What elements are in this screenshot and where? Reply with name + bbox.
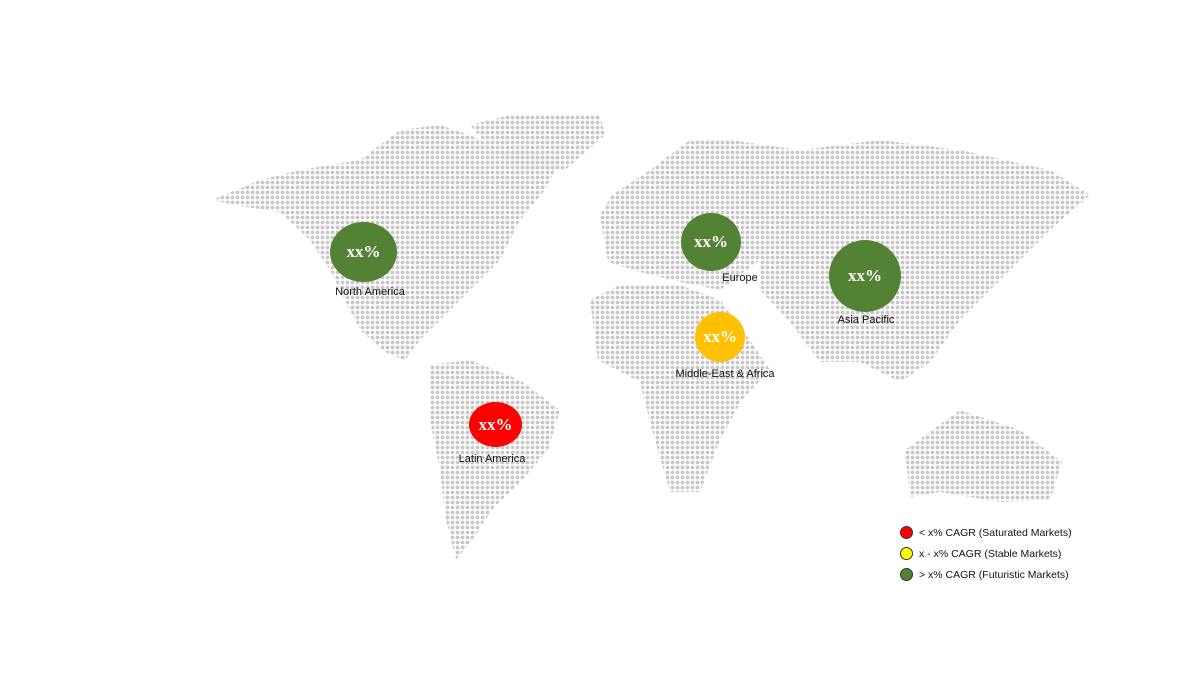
legend-label: > x% CAGR (Futuristic Markets) bbox=[919, 568, 1069, 581]
continent-africa bbox=[590, 285, 770, 492]
bubble-north-america: xx% bbox=[330, 222, 397, 282]
continent-greenland bbox=[470, 115, 605, 172]
label-north-america: North America bbox=[335, 286, 405, 298]
bubble-value: xx% bbox=[848, 266, 882, 285]
red-dot-icon bbox=[900, 526, 913, 539]
label-latin-america: Latin America bbox=[458, 453, 526, 465]
green-dot-icon bbox=[900, 568, 913, 581]
label-middle-east-africa: Middle-East & Africa bbox=[675, 368, 775, 380]
bubble-value: xx% bbox=[703, 327, 737, 346]
continent-australia bbox=[905, 410, 1062, 502]
label-europe: Europe bbox=[722, 272, 758, 284]
bubble-value: xx% bbox=[478, 414, 513, 434]
bubble-middle-east-africa: xx% bbox=[695, 312, 745, 362]
legend-item-futuristic: > x% CAGR (Futuristic Markets) bbox=[900, 564, 1072, 585]
legend-item-stable: x - x% CAGR (Stable Markets) bbox=[900, 543, 1072, 564]
continent-south-america bbox=[430, 360, 560, 560]
legend-label: < x% CAGR (Saturated Markets) bbox=[919, 526, 1072, 539]
bubble-value: xx% bbox=[694, 232, 728, 251]
yellow-dot-icon bbox=[900, 547, 913, 560]
bubble-value: xx% bbox=[346, 242, 381, 261]
label-asia-pacific: Asia Pacific bbox=[837, 314, 895, 326]
bubble-europe: xx% bbox=[681, 213, 741, 271]
legend-label: x - x% CAGR (Stable Markets) bbox=[919, 547, 1062, 560]
bubble-asia-pacific: xx% bbox=[829, 240, 901, 312]
legend: < x% CAGR (Saturated Markets) x - x% CAG… bbox=[900, 522, 1072, 585]
continent-asia bbox=[730, 140, 1090, 382]
legend-item-saturated: < x% CAGR (Saturated Markets) bbox=[900, 522, 1072, 543]
bubble-latin-america: xx% bbox=[469, 402, 522, 447]
continent-europe bbox=[600, 140, 760, 290]
